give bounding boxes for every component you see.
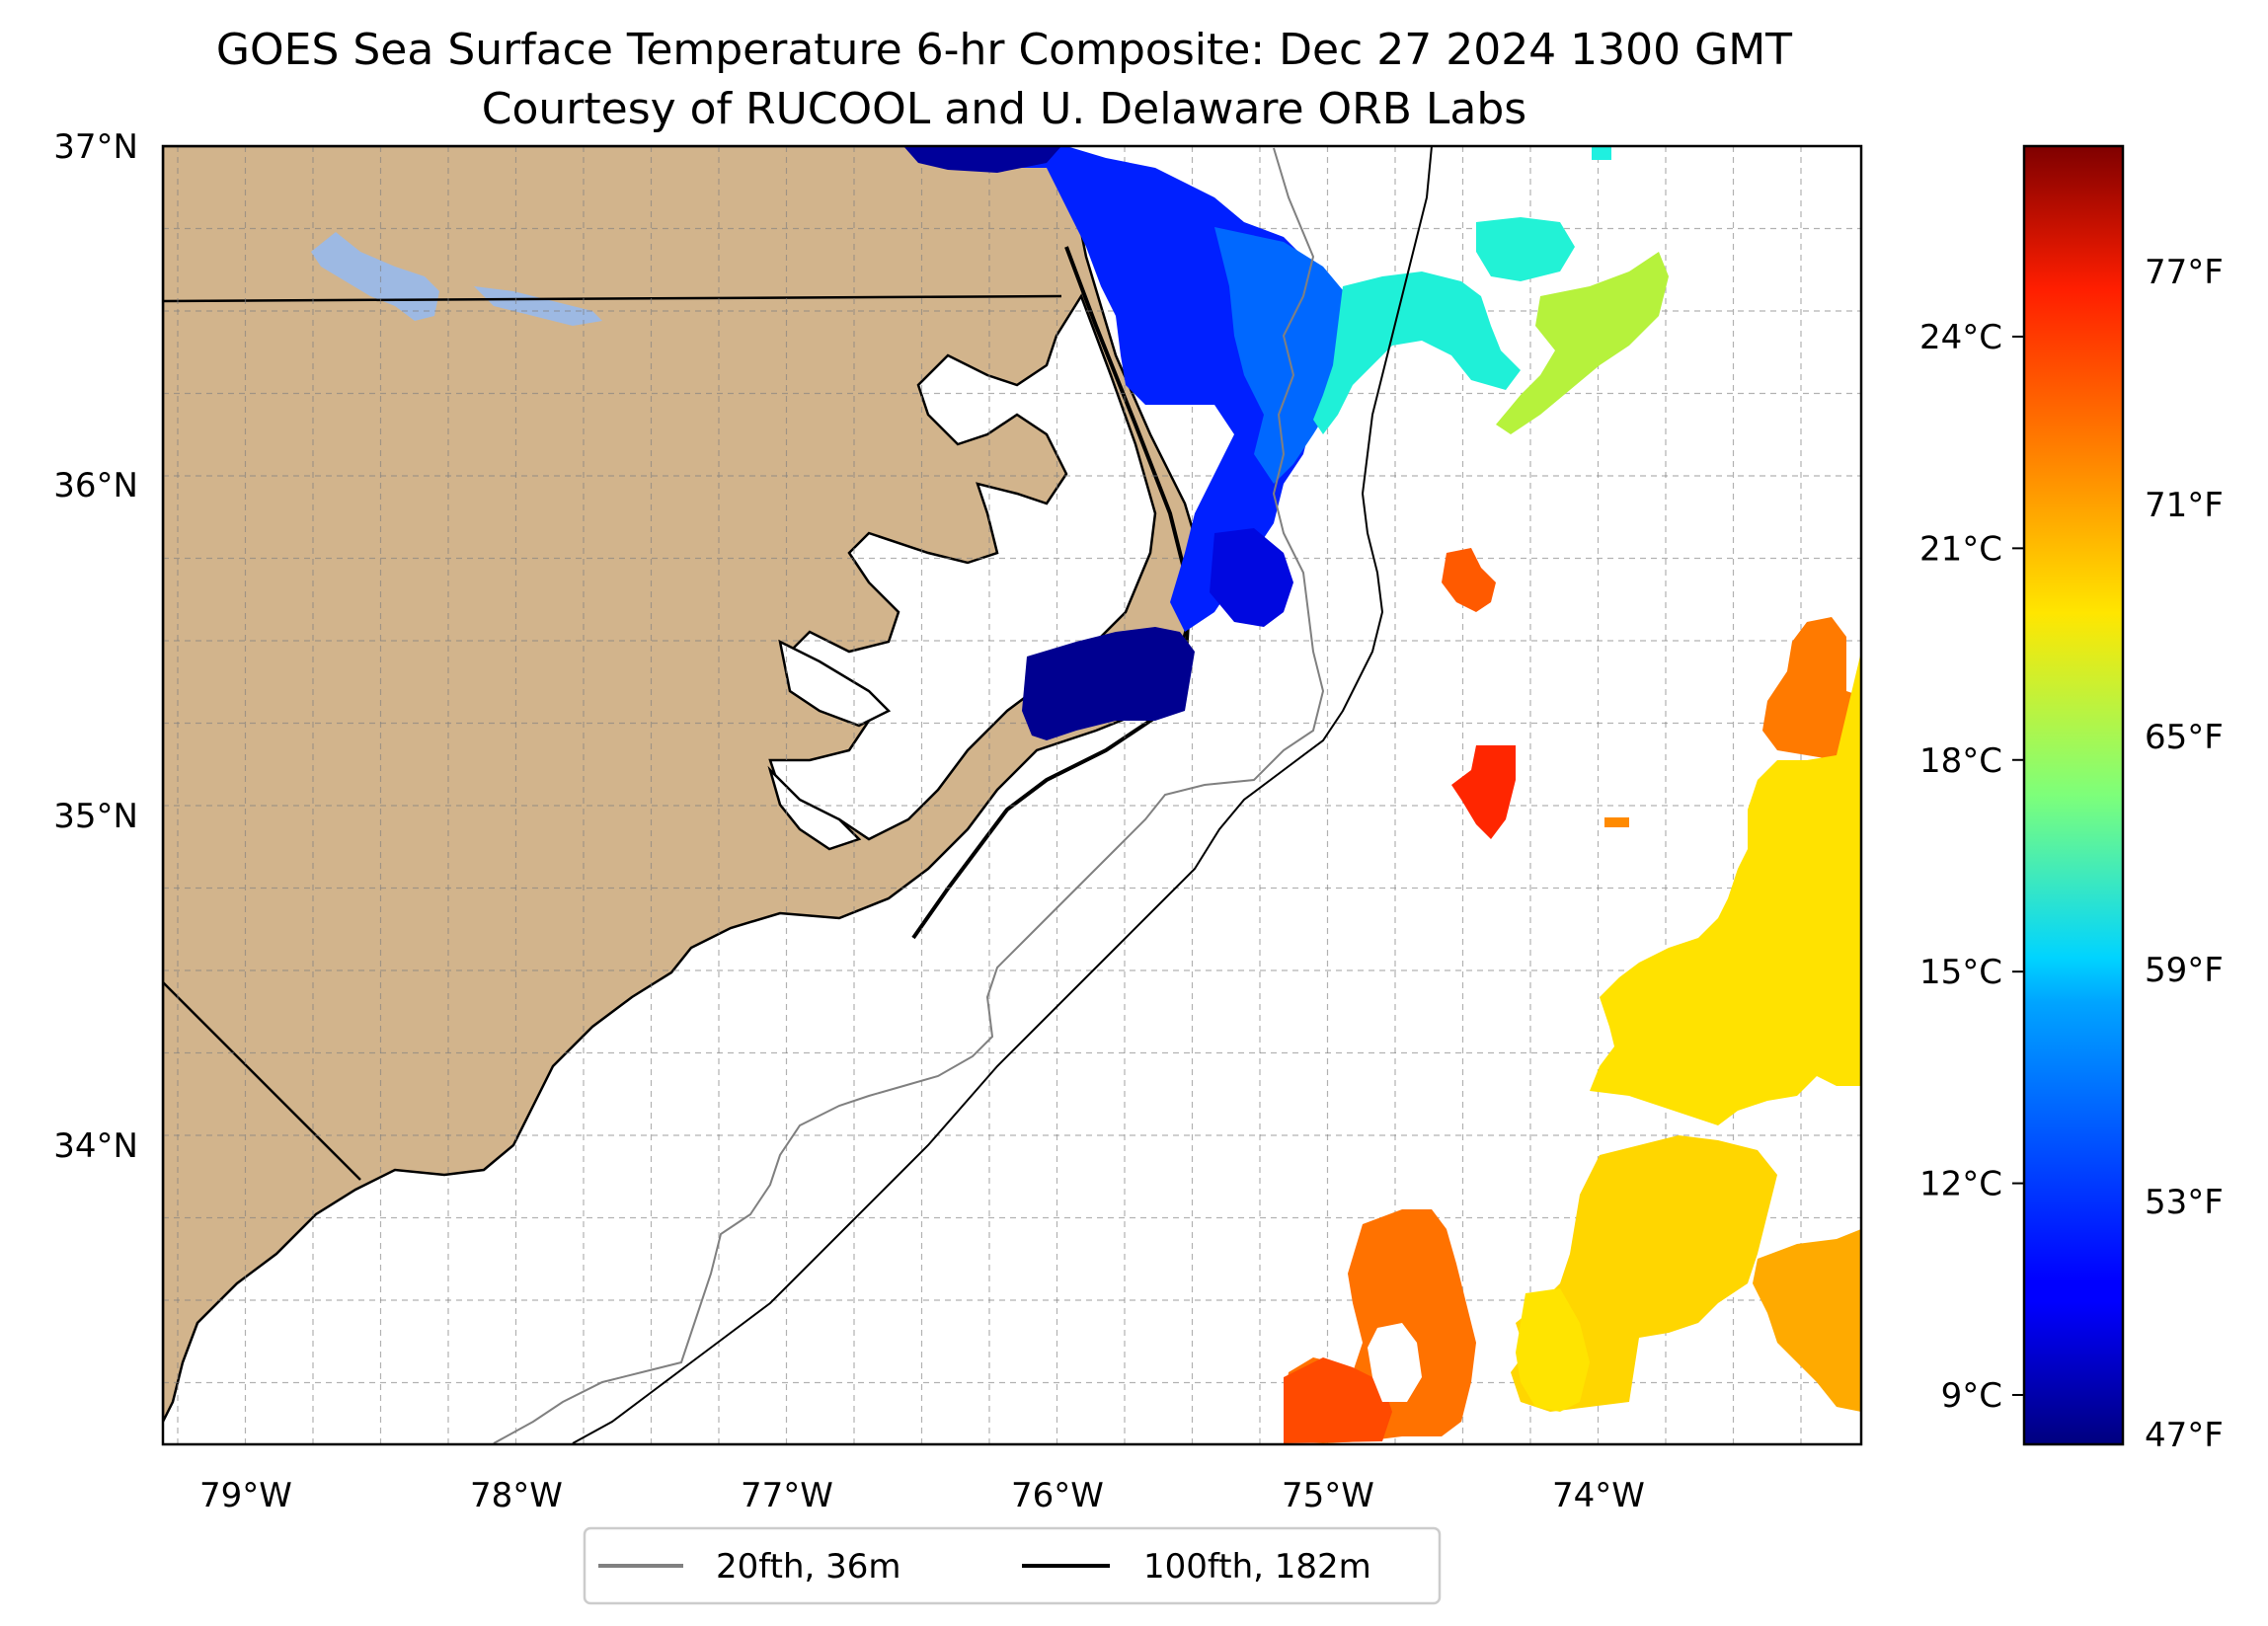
legend-box bbox=[583, 1526, 1442, 1605]
land-area bbox=[163, 146, 1202, 1423]
colorbar-c-label: 15°C bbox=[1919, 953, 2002, 992]
sst-patch-cyan-north bbox=[1476, 217, 1575, 281]
colorbar: 24°C 21°C 18°C 15°C 12°C 9°C 77°F 71°F 65°F 5… bbox=[1919, 144, 2224, 1455]
colorbar-f-65: 65°F bbox=[2145, 718, 2224, 757]
sst-patch-cyan bbox=[1313, 271, 1521, 434]
lon-label-75w: 75°W bbox=[1282, 1476, 1374, 1515]
colorbar-f-77: 77°F bbox=[2145, 253, 2224, 292]
lake-gaston bbox=[474, 286, 602, 326]
isobath-20fth bbox=[493, 147, 1325, 1444]
colorbar-c-label: 24°C bbox=[1919, 318, 2002, 357]
colorbar-f-59: 59°F bbox=[2145, 951, 2224, 990]
isobath-100fth bbox=[572, 146, 1433, 1444]
lon-label-78w: 78°W bbox=[470, 1476, 563, 1515]
colorbar-c-label: 12°C bbox=[1919, 1165, 2002, 1204]
colorbar-f-47: 47°F bbox=[2145, 1416, 2224, 1455]
colorbar-gradient bbox=[2024, 146, 2123, 1444]
sst-patch-east-yellow bbox=[1590, 652, 1861, 1125]
sst-patch-north-dark bbox=[903, 146, 1061, 173]
colorbar-ticks: 24°C 21°C 18°C 15°C 12°C 9°C bbox=[1919, 318, 2024, 1416]
lon-label-77w: 77°W bbox=[741, 1476, 833, 1515]
sst-patch-red bbox=[1451, 745, 1516, 839]
sst-patch-east-orange bbox=[1762, 617, 1861, 760]
sst-patch-orange-dot bbox=[1604, 817, 1629, 827]
pamlico-river bbox=[778, 639, 892, 728]
colorbar-f-53: 53°F bbox=[2145, 1183, 2224, 1222]
sst-patch-southeast-orange bbox=[1753, 1229, 1861, 1412]
lat-label-36n: 36°N bbox=[53, 466, 138, 505]
legend-label-20fth: 20fth, 36m bbox=[716, 1547, 901, 1587]
colorbar-c-label: 18°C bbox=[1919, 741, 2002, 781]
sst-patch-orange-small bbox=[1442, 548, 1496, 612]
sst-patch-green-yellow bbox=[1496, 252, 1669, 434]
colorbar-f-71: 71°F bbox=[2145, 486, 2224, 525]
colorbar-c-label: 21°C bbox=[1919, 529, 2002, 569]
legend-label-100fth: 100fth, 182m bbox=[1143, 1547, 1371, 1587]
lon-label-76w: 76°W bbox=[1011, 1476, 1104, 1515]
sst-patch-south-yellow-west bbox=[1516, 1288, 1590, 1412]
colorbar-c-label: 9°C bbox=[1941, 1376, 2002, 1416]
lon-label-79w: 79°W bbox=[199, 1476, 292, 1515]
sst-patch-cyan-top bbox=[1592, 146, 1611, 160]
nc-sc-border bbox=[163, 981, 361, 1181]
sst-patch-sound-dark bbox=[1022, 627, 1195, 740]
lon-label-74w: 74°W bbox=[1552, 1476, 1645, 1515]
sst-patch-south-red bbox=[1284, 1357, 1392, 1443]
title-line-2: Courtesy of RUCOOL and U. Delaware ORB L… bbox=[482, 84, 1526, 134]
title-line-1: GOES Sea Surface Temperature 6-hr Compos… bbox=[216, 25, 1792, 75]
latitude-labels: 37°N 36°N 35°N 34°N bbox=[53, 127, 138, 1166]
lat-label-34n: 34°N bbox=[53, 1126, 138, 1166]
sst-patch-south-hole bbox=[1368, 1323, 1422, 1402]
map-frame bbox=[161, 144, 1863, 1446]
longitude-labels: 79°W 78°W 77°W 76°W 75°W 74°W bbox=[199, 1476, 1645, 1515]
map-panel bbox=[163, 146, 1861, 1444]
lat-label-37n: 37°N bbox=[53, 127, 138, 167]
sst-patches bbox=[903, 146, 1861, 1443]
neuse-river bbox=[767, 765, 862, 851]
sst-patch-sound-blue bbox=[1210, 528, 1293, 627]
isobath-legend: 20fth, 36m 100fth, 182m bbox=[583, 1526, 1442, 1605]
colorbar-frame bbox=[2022, 144, 2125, 1446]
lat-label-35n: 35°N bbox=[53, 797, 138, 836]
